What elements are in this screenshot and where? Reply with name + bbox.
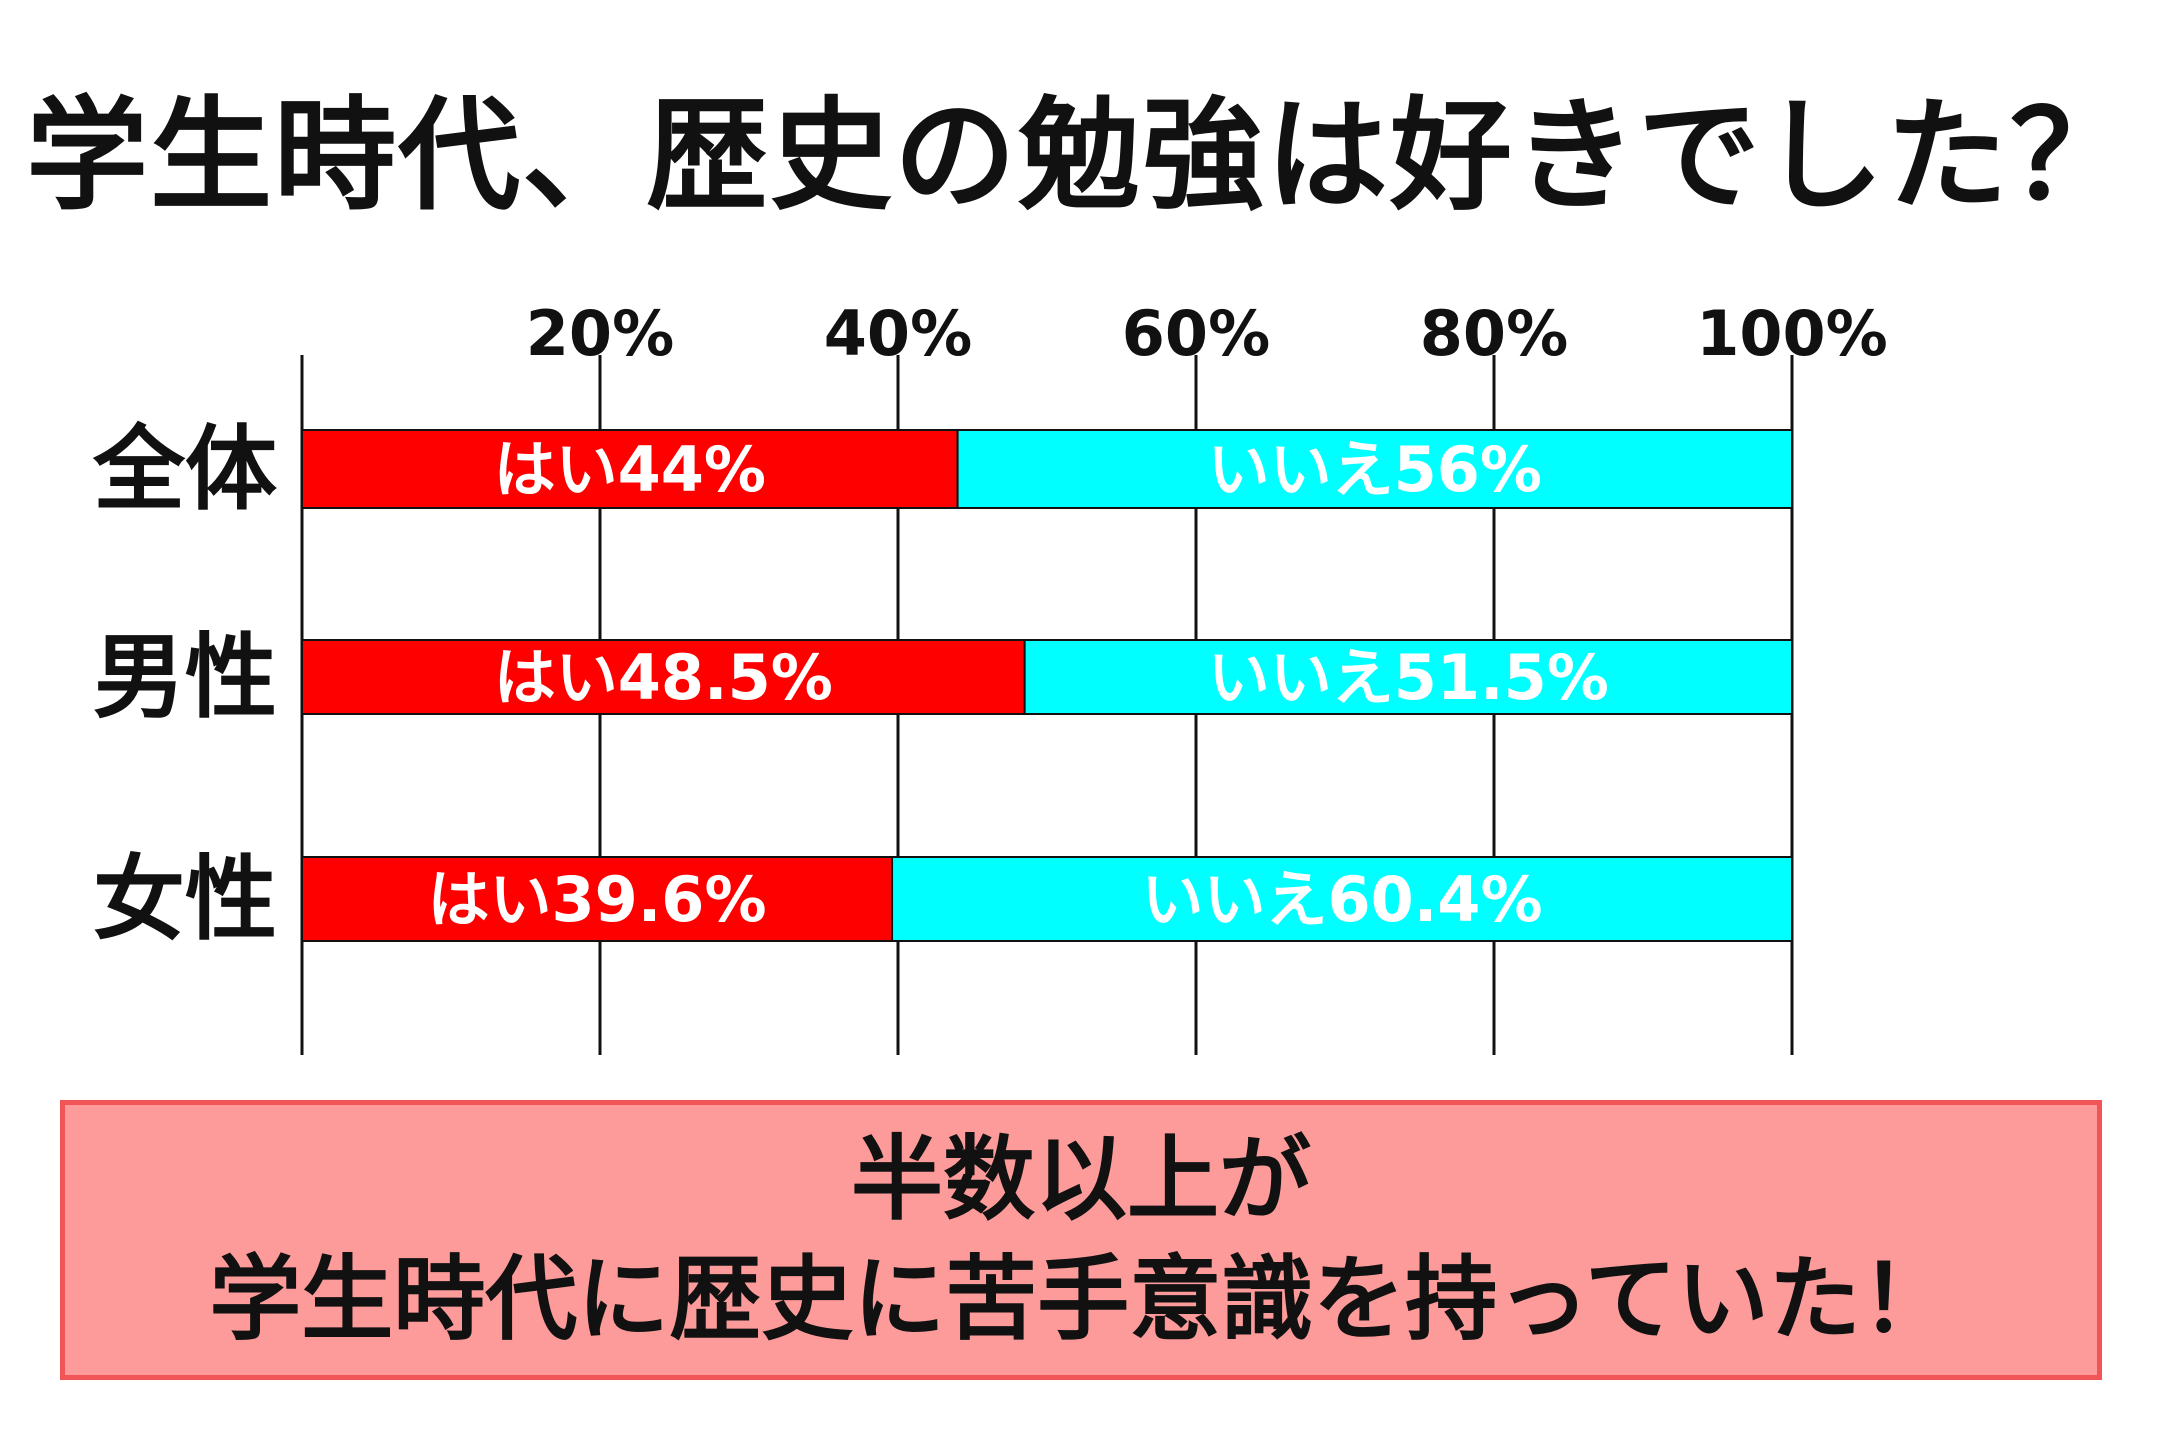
conclusion-line-1: 半数以上が [850, 1126, 1311, 1234]
bar-data-label: いいえ60.4% [1141, 863, 1542, 936]
x-tick-label: 80% [1420, 297, 1568, 370]
bar-segment-yes [301, 639, 1026, 715]
category-label: 全体 [92, 416, 277, 523]
x-tick-label: 40% [824, 297, 972, 370]
category-label: 女性 [93, 846, 277, 953]
x-tick-label: 60% [1122, 297, 1270, 370]
bar-segment-yes [301, 856, 894, 942]
bar-segment-no [1023, 639, 1793, 715]
conclusion-line-2: 学生時代に歴史に苦手意識を持っていた！ [209, 1246, 1953, 1353]
bar-segment-no [956, 429, 1793, 509]
bar-data-label: はい39.6% [427, 863, 766, 936]
bar-segment-no [891, 856, 1793, 942]
bar-data-label: はい44% [494, 433, 766, 506]
bar-segment-yes [301, 429, 959, 509]
x-tick-label: 20% [526, 297, 674, 370]
chart-title: 学生時代、歴史の勉強は好きでした？ [26, 85, 2134, 227]
bar-data-label: はい48.5% [494, 641, 833, 714]
conclusion-box: 半数以上が 学生時代に歴史に苦手意識を持っていた！ [60, 1100, 2102, 1380]
bar-data-label: いいえ51.5% [1208, 641, 1609, 714]
x-tick-label: 100% [1696, 297, 1888, 370]
bar-data-label: いいえ56% [1208, 433, 1542, 506]
category-label: 男性 [93, 624, 277, 731]
